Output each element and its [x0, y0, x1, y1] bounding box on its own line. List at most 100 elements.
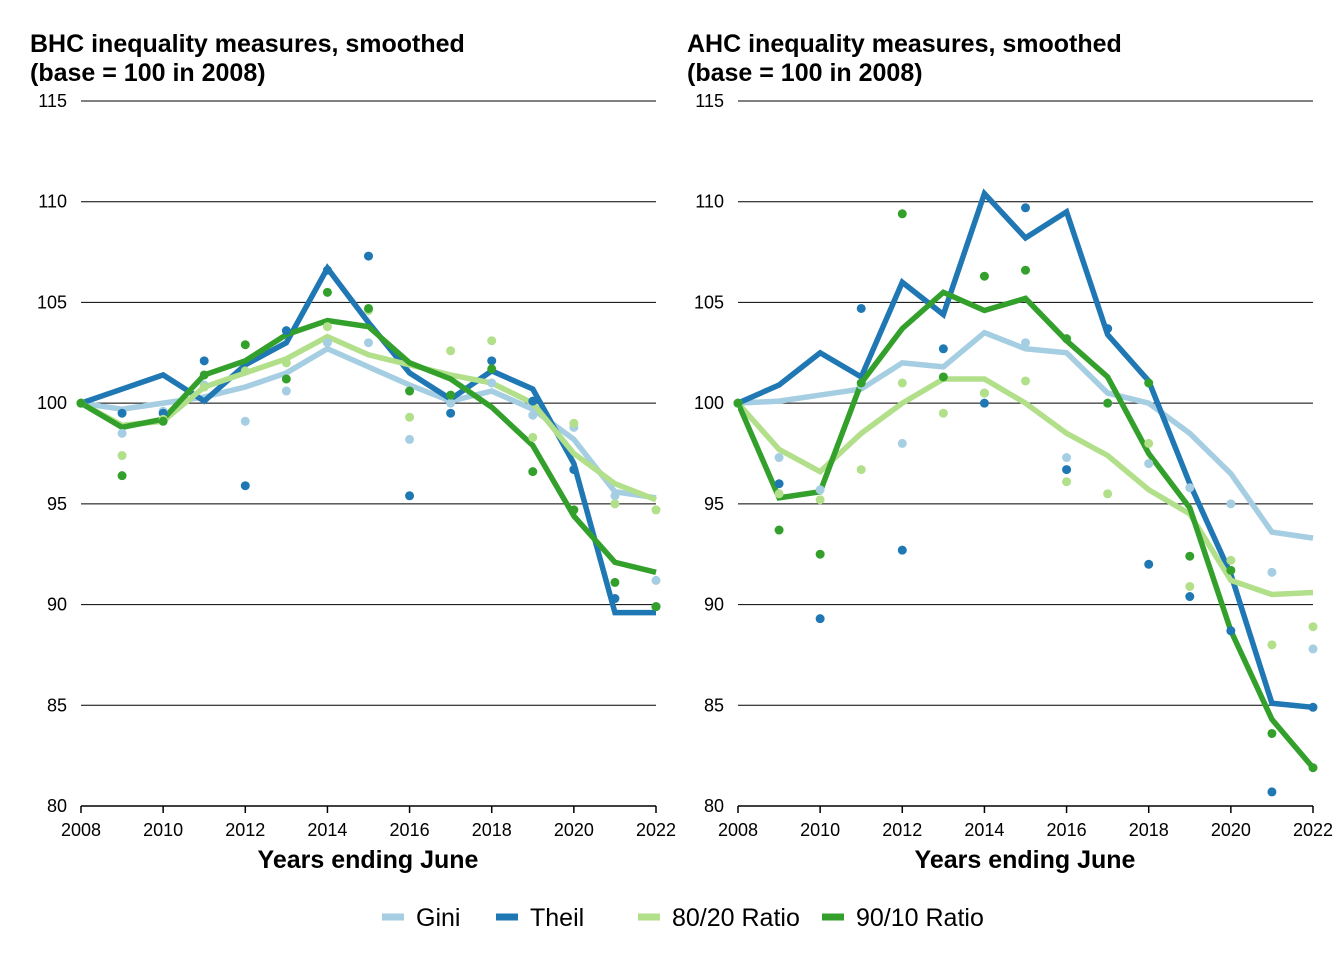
- bhc-point-80-20-ratio: [405, 412, 415, 422]
- ahc-line-90-10-ratio: [738, 289, 1314, 770]
- bhc-point-gini: [322, 338, 332, 348]
- ahc-y-tick-label: 110: [695, 192, 724, 212]
- bhc-y-tick-label: 115: [38, 91, 67, 111]
- bhc-point-90-10-ratio-points: [487, 364, 497, 374]
- ahc-point-gini: [815, 485, 825, 495]
- legend-label-90-10-ratio: 90/10 Ratio: [856, 904, 984, 932]
- ahc-point-theil: [1267, 787, 1277, 797]
- bhc-x-tick-label: 2022: [636, 820, 676, 840]
- bhc-point-90-10-ratio-points: [651, 602, 661, 612]
- bhc-line-90-10-ratio: [81, 317, 657, 576]
- bhc-point-80-20-ratio: [117, 451, 127, 461]
- bhc-point-theil: [446, 408, 456, 418]
- ahc-point-90-10-ratio-points: [897, 209, 907, 219]
- bhc-y-tick-label: 90: [47, 595, 67, 615]
- ahc-point-gini: [1185, 483, 1195, 493]
- bhc-x-tick-label: 2014: [307, 820, 347, 840]
- bhc-point-theil: [569, 465, 579, 475]
- ahc-point-theil: [1185, 592, 1195, 602]
- chart-legend: Gini Theil 80/20 Ratio 90/10 Ratio: [382, 904, 984, 932]
- ahc-point-gini: [1144, 459, 1154, 469]
- ahc-point-theil: [1062, 465, 1072, 475]
- bhc-point-gini: [240, 416, 250, 426]
- bhc-point-90-10-ratio-points: [528, 467, 538, 477]
- bhc-point-theil: [610, 594, 620, 604]
- ahc-point-theil: [815, 614, 825, 624]
- ahc-y-tick-label: 115: [695, 91, 724, 111]
- ahc-point-90-10-ratio-points: [774, 525, 784, 535]
- ahc-point-theil: [1144, 559, 1154, 569]
- ahc-point-80-20-ratio: [1062, 477, 1072, 487]
- ahc-point-gini: [1267, 567, 1277, 577]
- ahc-point-theil: [979, 398, 989, 408]
- ahc-point-90-10-ratio-points: [1021, 265, 1030, 275]
- bhc-title-line2: (base = 100 in 2008): [30, 59, 266, 87]
- bhc-x-tick-label: 2012: [225, 820, 265, 840]
- bhc-point-90-10-ratio-points: [240, 340, 250, 350]
- ahc-point-80-20-ratio: [1103, 489, 1113, 499]
- ahc-point-theil: [774, 479, 784, 489]
- bhc-point-theil: [322, 265, 332, 275]
- bhc-x-axis-label: Years ending June: [258, 846, 479, 874]
- ahc-y-tick-label: 90: [704, 595, 724, 615]
- bhc-point-90-10-ratio-points: [405, 386, 415, 396]
- ahc-point-80-20-ratio: [1226, 555, 1236, 565]
- bhc-point-gini: [610, 491, 620, 501]
- bhc-point-80-20-ratio: [651, 505, 661, 515]
- ahc-point-theil: [1021, 203, 1030, 213]
- bhc-point-80-20-ratio: [446, 346, 456, 356]
- bhc-x-tick-label: 2010: [143, 820, 183, 840]
- bhc-point-gini: [405, 434, 415, 444]
- bhc-panel: BHC inequality measures, smoothed (base …: [30, 30, 676, 874]
- ahc-point-90-10-ratio-points: [1144, 378, 1154, 388]
- bhc-x-tick-label: 2020: [554, 820, 594, 840]
- ahc-point-90-10-ratio-points: [856, 378, 866, 388]
- bhc-point-80-20-ratio: [199, 382, 209, 392]
- bhc-point-90-10-ratio-points: [199, 370, 209, 380]
- bhc-point-gini: [528, 410, 538, 420]
- bhc-y-tick-label: 95: [47, 494, 67, 514]
- bhc-point-80-20-ratio: [281, 358, 291, 368]
- ahc-title-line1: AHC inequality measures, smoothed: [687, 30, 1122, 58]
- ahc-y-tick-label: 105: [694, 292, 724, 312]
- bhc-point-90-10-ratio-points: [569, 505, 579, 515]
- bhc-point-theil: [117, 408, 127, 418]
- bhc-point-90-10-ratio-points: [117, 471, 127, 481]
- bhc-point-90-10-ratio-points: [364, 303, 373, 313]
- ahc-point-gini: [1308, 644, 1318, 654]
- ahc-point-theil: [856, 303, 866, 313]
- bhc-point-80-20-ratio: [322, 322, 332, 332]
- bhc-point-90-10-ratio-points: [322, 287, 332, 297]
- bhc-point-90-10-ratio-points: [76, 398, 86, 408]
- ahc-point-80-20-ratio: [938, 408, 948, 418]
- bhc-point-80-20-ratio: [569, 418, 579, 428]
- bhc-point-90-10-ratio-points: [446, 390, 456, 400]
- bhc-point-gini: [364, 338, 373, 348]
- ahc-line-gini: [738, 329, 1314, 541]
- ahc-point-90-10-ratio-points: [1226, 565, 1236, 575]
- ahc-point-gini: [897, 438, 907, 448]
- bhc-y-tick-label: 100: [37, 393, 67, 413]
- bhc-point-80-20-ratio: [487, 336, 497, 346]
- legend-label-theil: Theil: [530, 904, 584, 932]
- ahc-x-tick-label: 2022: [1293, 820, 1333, 840]
- ahc-point-theil: [1103, 324, 1113, 334]
- ahc-title-line2: (base = 100 in 2008): [687, 59, 923, 87]
- ahc-point-90-10-ratio-points: [815, 549, 825, 559]
- legend-label-80-20-ratio: 80/20 Ratio: [672, 904, 800, 932]
- bhc-point-theil: [487, 356, 497, 366]
- ahc-x-tick-label: 2010: [800, 820, 840, 840]
- ahc-point-80-20-ratio: [1308, 622, 1318, 632]
- ahc-point-80-20-ratio: [815, 495, 825, 505]
- bhc-y-tick-label: 85: [47, 695, 67, 715]
- ahc-point-gini: [1021, 338, 1030, 348]
- ahc-point-90-10-ratio-points: [1103, 398, 1113, 408]
- legend-label-gini: Gini: [416, 904, 460, 932]
- bhc-point-gini: [446, 398, 456, 408]
- bhc-point-theil: [405, 491, 415, 501]
- bhc-y-tick-label: 80: [47, 796, 67, 816]
- bhc-point-90-10-ratio-points: [281, 374, 291, 384]
- ahc-point-80-20-ratio: [774, 489, 784, 499]
- ahc-y-tick-label: 95: [704, 494, 724, 514]
